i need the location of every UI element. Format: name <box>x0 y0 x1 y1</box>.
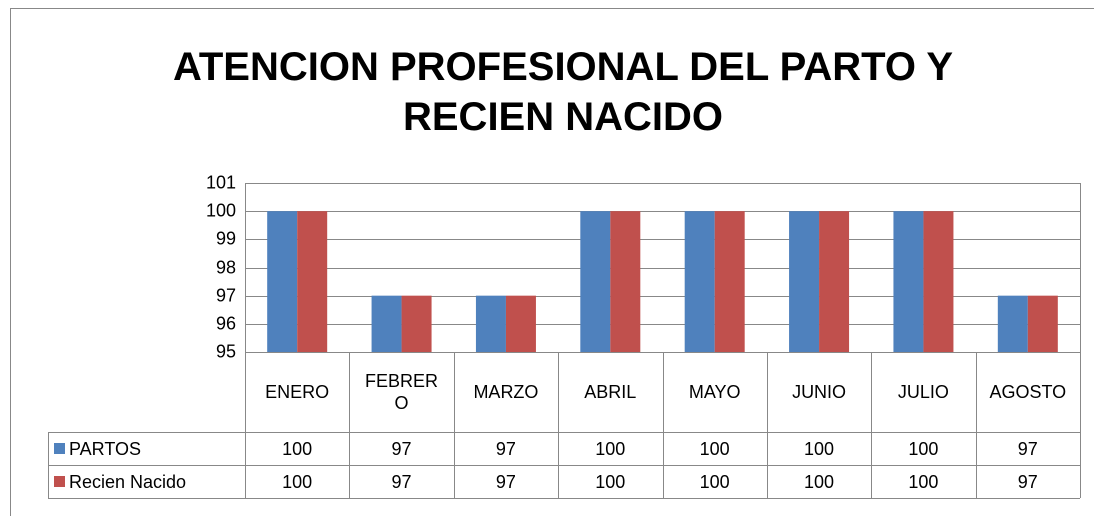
bar <box>819 211 850 352</box>
y-tick-label: 95 <box>216 341 236 361</box>
x-tick-label: FEBRERO <box>349 352 453 432</box>
table-value: 100 <box>282 438 313 459</box>
table-value: 100 <box>908 471 939 492</box>
category-text: ENERO <box>265 382 330 402</box>
table-value: 100 <box>282 471 313 492</box>
table-value: 97 <box>391 471 412 492</box>
chart-title: ATENCION PROFESIONAL DEL PARTO Y RECIEN … <box>172 45 954 139</box>
y-tick-label: 101 <box>206 172 236 192</box>
bar <box>297 211 328 352</box>
chart-border <box>10 8 1094 516</box>
x-tick-label: MARZO <box>454 352 558 432</box>
legend-label: PARTOS <box>69 438 142 459</box>
y-tick-label: 97 <box>216 285 236 305</box>
bar <box>610 211 641 352</box>
table-value: 100 <box>699 438 730 459</box>
table-value: 97 <box>1017 471 1038 492</box>
category-text: JUNIO <box>792 382 847 402</box>
y-tick-label: 96 <box>216 313 236 333</box>
table-value: 100 <box>804 471 835 492</box>
bar <box>267 211 298 352</box>
table-value: 97 <box>391 438 412 459</box>
bar <box>997 295 1028 352</box>
bar <box>401 295 432 352</box>
category-text: FEBRERO <box>365 371 439 413</box>
table-value: 100 <box>804 438 835 459</box>
legend-key <box>54 476 65 487</box>
x-tick-label: ENERO <box>245 352 349 432</box>
y-tick-label: 100 <box>206 200 236 220</box>
table-value: 100 <box>595 471 626 492</box>
category-text: JULIO <box>897 382 949 402</box>
category-text: ABRIL <box>584 382 637 402</box>
x-tick-label: MAYO <box>663 352 767 432</box>
bar <box>789 211 820 352</box>
legend-entry: Recien Nacido <box>48 465 245 498</box>
table-value: 97 <box>495 438 516 459</box>
bar <box>684 211 715 352</box>
table-value: 100 <box>699 471 730 492</box>
table-value: 97 <box>1017 438 1038 459</box>
y-tick-label: 98 <box>216 257 236 277</box>
table-value: 100 <box>908 438 939 459</box>
table-value: 100 <box>595 438 626 459</box>
category-text: AGOSTO <box>989 382 1067 402</box>
bar <box>475 295 506 352</box>
legend-key <box>54 443 65 454</box>
bar <box>923 211 954 352</box>
x-tick-label: ABRIL <box>558 352 662 432</box>
y-tick-label: 99 <box>216 228 236 248</box>
category-text: MAYO <box>688 382 741 402</box>
bar <box>1027 295 1058 352</box>
table-value: 97 <box>495 471 516 492</box>
bar <box>371 295 402 352</box>
bar <box>505 295 536 352</box>
bar <box>893 211 924 352</box>
bar <box>580 211 611 352</box>
x-tick-label: AGOSTO <box>976 352 1080 432</box>
category-text: MARZO <box>473 382 539 402</box>
x-tick-label: JULIO <box>871 352 975 432</box>
x-tick-label: JUNIO <box>767 352 871 432</box>
legend-label: Recien Nacido <box>69 471 187 492</box>
legend-entry: PARTOS <box>48 432 245 465</box>
bar <box>714 211 745 352</box>
